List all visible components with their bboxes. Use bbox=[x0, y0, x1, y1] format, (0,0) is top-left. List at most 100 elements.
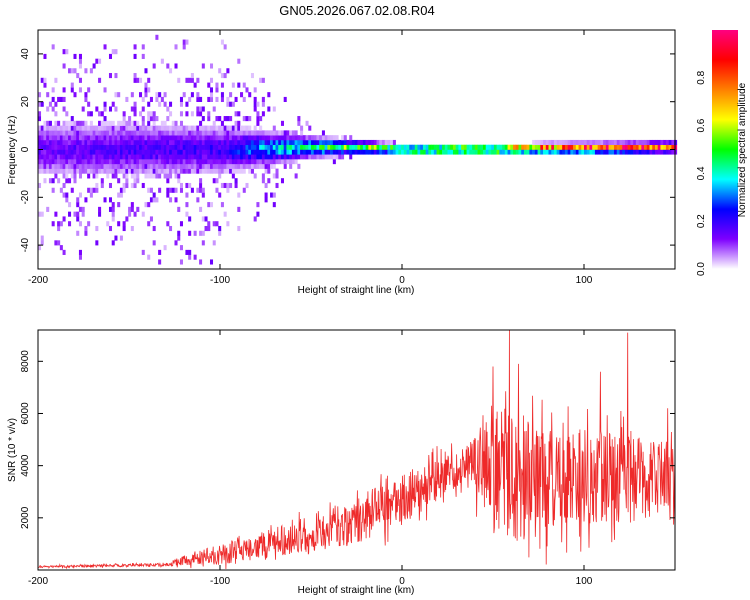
spectrogram-cell bbox=[182, 139, 186, 146]
spectrogram-cell bbox=[349, 154, 353, 160]
spectrogram-cell bbox=[160, 168, 164, 174]
spectrogram-cell bbox=[108, 130, 113, 136]
spectrogram-cell bbox=[103, 197, 107, 203]
spectrogram-cell bbox=[256, 116, 260, 122]
spectrogram-cell bbox=[62, 192, 66, 198]
spectrogram-cell bbox=[125, 120, 129, 126]
spectrogram-cell bbox=[193, 135, 197, 141]
spectrogram-cell bbox=[286, 135, 290, 141]
spectrogram-cell bbox=[163, 125, 167, 131]
spectrogram-cell bbox=[376, 139, 380, 146]
spectrogram-cell bbox=[65, 197, 69, 203]
spectrogram-cell bbox=[220, 149, 224, 155]
spectrogram-cell bbox=[84, 130, 88, 136]
spectrogram-cell bbox=[499, 149, 503, 155]
spectrogram-cell bbox=[141, 120, 145, 126]
spectrogram-cell bbox=[248, 130, 252, 136]
spectrogram-cell bbox=[190, 77, 194, 83]
spectrogram-cell bbox=[212, 139, 216, 146]
spectrogram-cell bbox=[267, 168, 271, 174]
spectrogram-cell bbox=[54, 154, 58, 160]
spectrogram-cell bbox=[261, 135, 265, 141]
spectrogram-cell bbox=[313, 144, 317, 150]
spectrogram-cell bbox=[220, 73, 224, 79]
spectrogram-cell bbox=[70, 173, 74, 179]
spectrogram-cell bbox=[267, 130, 271, 136]
spectrogram-cell bbox=[280, 154, 284, 160]
spectrogram-cell bbox=[510, 149, 514, 155]
spectrogram-cell bbox=[311, 135, 315, 141]
spectrogram-cell bbox=[212, 135, 216, 141]
spectrogram-cell bbox=[98, 135, 102, 141]
spectrogram-cell bbox=[133, 73, 137, 79]
spectrogram-cell bbox=[264, 182, 268, 189]
spectrogram-cell bbox=[433, 149, 437, 155]
spectrogram-cell bbox=[360, 144, 364, 150]
spectrogram-cell bbox=[371, 149, 375, 155]
spectrogram-cell bbox=[461, 144, 465, 150]
spectrogram-cell bbox=[275, 173, 279, 179]
spectrogram-cell bbox=[89, 149, 93, 155]
spectrogram-cell bbox=[43, 77, 47, 83]
spectrogram-cell bbox=[442, 144, 446, 150]
spectrogram-cell bbox=[373, 139, 377, 146]
spectrogram-cell bbox=[111, 240, 115, 246]
spectrogram-cell bbox=[38, 168, 42, 174]
spectrogram-cell bbox=[627, 149, 631, 155]
spectrogram-cell bbox=[100, 144, 104, 150]
spectrogram-cell bbox=[324, 139, 328, 146]
spectrogram-cell bbox=[548, 139, 552, 146]
spectrogram-cell bbox=[152, 197, 156, 203]
spectrogram-cell bbox=[226, 154, 230, 160]
spectrogram-cell bbox=[240, 149, 244, 155]
spectrogram-cell bbox=[169, 125, 173, 131]
spectrogram-cell bbox=[166, 130, 170, 136]
spectrogram-cell bbox=[155, 139, 159, 146]
spectrogram-cell bbox=[226, 187, 230, 193]
spectrogram-cell bbox=[84, 125, 88, 131]
spectrogram-cell bbox=[87, 168, 91, 174]
spectrogram-cell bbox=[207, 154, 211, 160]
spectrogram-cell bbox=[663, 149, 667, 155]
spectrogram-cell bbox=[70, 154, 74, 160]
spectrogram-cell bbox=[343, 149, 347, 155]
spectrogram-cell bbox=[38, 159, 42, 165]
spectrogram-cell bbox=[199, 182, 203, 189]
spectrogram-cell bbox=[321, 149, 325, 155]
spectrogram-cell bbox=[630, 149, 634, 155]
spectrogram-cell bbox=[114, 163, 118, 169]
spectrogram-cell bbox=[78, 163, 82, 169]
spectrogram-cell bbox=[253, 125, 257, 131]
spectrogram-cell bbox=[48, 120, 52, 126]
spectrogram-cell bbox=[179, 159, 183, 165]
spectrogram-cell bbox=[201, 135, 205, 141]
spectrogram-cell bbox=[158, 135, 162, 141]
spectrogram-cell bbox=[125, 216, 129, 222]
spectrogram-cell bbox=[108, 73, 113, 79]
spectrogram-cell bbox=[38, 135, 42, 141]
spectrogram-cell bbox=[496, 144, 500, 150]
spectrogram-cell bbox=[343, 139, 347, 146]
spectrogram-cell bbox=[89, 120, 93, 126]
spectrogram-cell bbox=[98, 159, 102, 165]
spectrogram-cell bbox=[204, 154, 208, 160]
spectrogram-cell bbox=[373, 144, 377, 150]
spectrogram-cell bbox=[51, 163, 55, 169]
spectrogram-cell bbox=[594, 144, 598, 150]
spectrogram-cell bbox=[122, 168, 126, 174]
spectrogram-cell bbox=[78, 120, 82, 126]
spectrogram-cell bbox=[286, 139, 290, 146]
spectrogram-cell bbox=[51, 144, 55, 150]
spectrogram-cell bbox=[119, 159, 123, 165]
spectrogram-cell bbox=[199, 168, 203, 174]
spectrogram-cell bbox=[455, 144, 459, 150]
spectrogram-cell bbox=[338, 139, 342, 146]
spectrogram-cell bbox=[62, 173, 66, 179]
spectrogram-cell bbox=[103, 154, 107, 160]
spectrogram-cell bbox=[237, 168, 241, 174]
spectrogram-cell bbox=[627, 144, 631, 150]
spectrogram-cell bbox=[261, 101, 265, 107]
spectrogram-cell bbox=[302, 139, 306, 146]
spectrogram-cell bbox=[73, 168, 77, 174]
spectrogram-cell bbox=[149, 159, 153, 165]
